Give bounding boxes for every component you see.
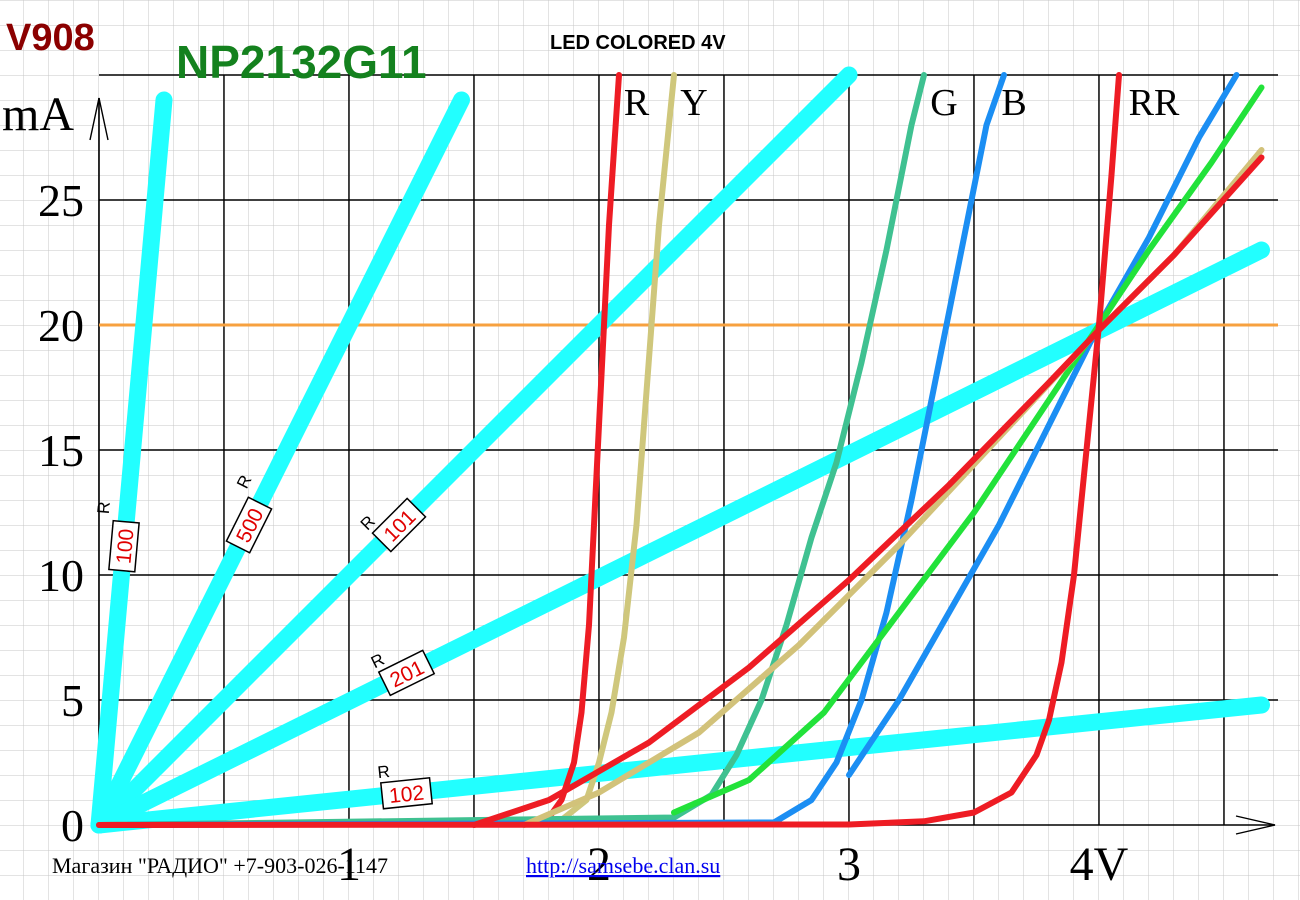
led-curve-rr — [96, 72, 1122, 828]
footer-link[interactable]: http://samsebe.clan.su — [526, 853, 720, 878]
chart-title: NP2132G11 — [176, 36, 427, 88]
led-label-b: B — [1001, 82, 1026, 124]
x-tick-label-2: 2 — [587, 838, 611, 891]
x-tick-label-1: 1 — [337, 838, 361, 891]
led-label-r: R — [624, 82, 650, 124]
led-curve-y — [96, 72, 677, 828]
resistor-prefix-label: R — [377, 762, 391, 782]
resistor-prefix-label: R — [94, 501, 114, 515]
y-tick-label-25: 25 — [38, 175, 84, 226]
x-tick-label-3: 3 — [837, 838, 861, 891]
y-tick-label-20: 20 — [38, 300, 84, 351]
resistor-value-label: 100 — [112, 528, 138, 565]
resistor-line-101 — [90, 66, 858, 834]
resistor-badge-box — [371, 497, 427, 553]
led-label-g: G — [930, 82, 957, 124]
led-labels-layer: R Y G B RR — [624, 82, 1180, 124]
resistor-badge-100: 100 R — [94, 501, 140, 573]
tick-labels-layer: 0 5 10 15 20 25 1 2 3 4V — [38, 175, 1129, 891]
resistor-line-102 — [90, 696, 1270, 834]
y-tick-label-15: 15 — [38, 425, 84, 476]
resistor-badge-box — [379, 777, 434, 810]
led-curve-b2 — [846, 72, 1240, 778]
resistor-line-201 — [90, 241, 1270, 834]
footer-shop: Магазин "РАДИО" +7-903-026-1147 — [52, 853, 388, 878]
led-curve-b — [96, 72, 1007, 828]
led-series-layer — [96, 72, 1265, 828]
y-tick-label-10: 10 — [38, 550, 84, 601]
y-axis-arrow — [89, 97, 109, 141]
x-axis-arrow — [1235, 815, 1276, 835]
chart-subtitle: LED COLORED 4V — [550, 32, 726, 54]
led-curve-green — [671, 84, 1265, 816]
y-tick-label-5: 5 — [61, 675, 84, 726]
resistor-series-layer — [90, 66, 1270, 834]
y-axis-label: mA — [2, 88, 74, 141]
led-curve-red2 — [471, 154, 1265, 828]
y-tick-label-0: 0 — [61, 800, 84, 851]
resistor-badge-box — [377, 649, 436, 697]
resistor-line-500 — [90, 91, 470, 834]
resistor-badge-box — [225, 496, 273, 554]
led-label-rr: RR — [1129, 82, 1180, 124]
resistor-badge-box — [108, 519, 140, 573]
model-label: V908 — [6, 17, 95, 59]
x-tick-label-4: 4V — [1070, 838, 1129, 891]
resistor-value-label: 102 — [388, 782, 425, 808]
led-label-y: Y — [680, 82, 707, 124]
resistor-line-100 — [90, 91, 173, 834]
